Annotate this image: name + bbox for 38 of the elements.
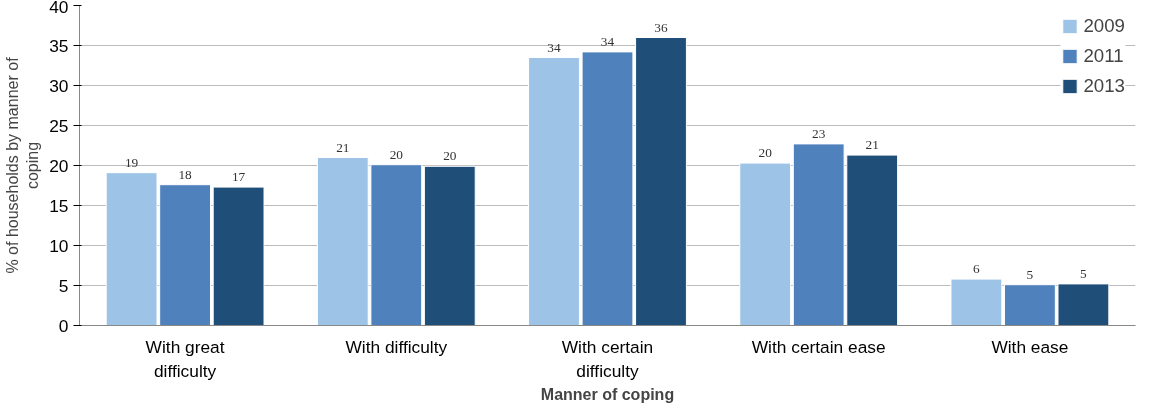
data-label: 5 — [1026, 266, 1034, 282]
y-axis-title: % of households by manner of coping — [3, 56, 42, 274]
data-label: 5 — [1080, 265, 1088, 281]
data-label: 36 — [654, 19, 668, 35]
y-tick-label: 40 — [49, 0, 69, 17]
bar — [212, 186, 265, 326]
x-tick-label: With certain difficulty — [561, 336, 654, 381]
bar — [739, 162, 792, 326]
y-tick-label: 25 — [49, 115, 69, 136]
data-label: 19 — [124, 154, 139, 170]
bar — [423, 165, 476, 326]
y-tick-label: 35 — [49, 35, 69, 56]
data-label: 23 — [812, 125, 826, 141]
data-label: 18 — [178, 166, 193, 182]
data-label: 21 — [336, 139, 350, 155]
data-label: 6 — [973, 261, 981, 277]
bar — [950, 278, 1003, 326]
data-label: 20 — [389, 146, 404, 162]
legend-label: 2009 — [1083, 15, 1125, 37]
y-tick-label: 5 — [58, 275, 69, 296]
legend-label: 2013 — [1083, 75, 1125, 97]
y-tick-label: 30 — [49, 75, 69, 96]
y-tick-label: 0 — [58, 315, 69, 336]
legend-label: 2011 — [1083, 45, 1124, 67]
x-tick-label: With ease — [991, 336, 1069, 357]
data-label: 20 — [758, 145, 773, 161]
data-label: 34 — [547, 39, 561, 55]
y-tick-label: 20 — [49, 155, 69, 176]
x-tick-label: With great difficulty — [145, 336, 225, 381]
data-label: 21 — [865, 137, 879, 153]
y-tick-label: 15 — [49, 195, 69, 216]
x-tick-label: With difficulty — [345, 336, 448, 357]
data-label: 34 — [600, 33, 615, 49]
data-label: 20 — [443, 148, 457, 164]
x-axis-title: Manner of coping — [540, 385, 675, 403]
x-tick-label: With certain ease — [751, 336, 886, 357]
data-label: 17 — [231, 169, 246, 185]
y-tick-label: 10 — [49, 235, 69, 256]
